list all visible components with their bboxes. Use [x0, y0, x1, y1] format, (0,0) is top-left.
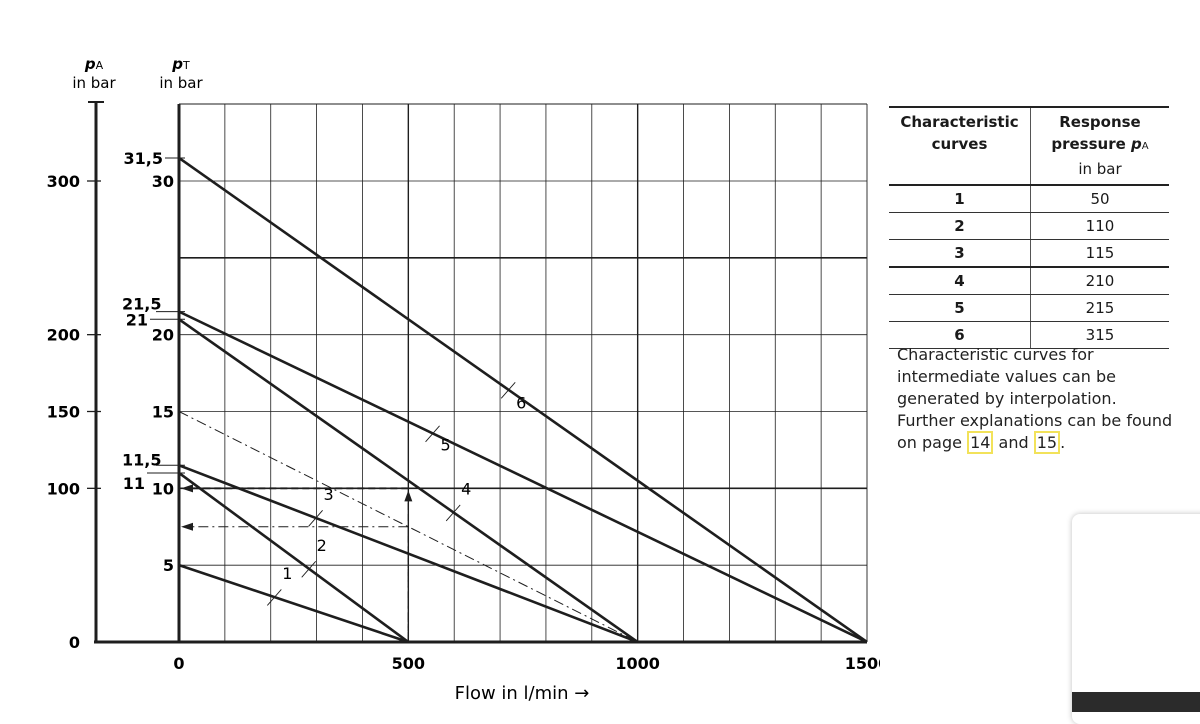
- pt-extra-tick-label: 11: [123, 474, 145, 493]
- legend-row: 6 315: [889, 321, 1169, 349]
- reading-arrowhead-up: [404, 490, 413, 502]
- legend-header-unit: in bar: [1078, 160, 1122, 178]
- legend-header-pressure: Response pressure pA in bar: [1030, 106, 1169, 186]
- legend-header-response: Response: [1059, 113, 1141, 131]
- curve-label-6: 6: [516, 393, 526, 412]
- legend-curve: 5: [889, 294, 1031, 322]
- interpolation-note: Characteristic curves for intermediate v…: [897, 344, 1177, 454]
- legend-pressure: 215: [1030, 294, 1169, 322]
- curve-label-leader: [425, 425, 440, 443]
- curve-label-leader: [500, 381, 516, 399]
- curve-label-leader: [266, 589, 282, 606]
- grid: [179, 103, 868, 642]
- legend-header-curves: Characteristic curves: [889, 106, 1031, 186]
- curve-label-4: 4: [461, 480, 471, 499]
- curve-4: [178, 318, 639, 644]
- pt-extra-tick-label: 21: [126, 310, 148, 329]
- x-tick-label: 1000: [615, 654, 660, 673]
- reading-arrowhead: [181, 522, 193, 531]
- axes: [88, 101, 867, 644]
- annotations: 1 2 3 4 5 6: [178, 381, 638, 643]
- example-curve: [178, 411, 638, 643]
- pa-tick-label: 200: [47, 326, 80, 345]
- pt-extra-tick-label: 21,5: [122, 295, 161, 314]
- legend-row: 1 50: [889, 185, 1169, 213]
- legend-curve: 4: [889, 267, 1031, 295]
- legend-row: 3 115: [889, 239, 1169, 268]
- overlay-panel: [1072, 514, 1200, 724]
- pt-tick-label: 15: [152, 403, 174, 422]
- legend-header-sub: A: [1141, 141, 1149, 152]
- curve-6: [178, 156, 868, 644]
- legend-row: 2 110: [889, 212, 1169, 240]
- legend-curve: 3: [889, 239, 1031, 268]
- legend-pressure: 115: [1030, 239, 1169, 268]
- curve-label-1: 1: [282, 564, 292, 583]
- pa-axis-unit: in bar: [72, 74, 116, 92]
- overlay-taskbar: [1072, 692, 1200, 712]
- pt-tick-label: 10: [152, 479, 174, 498]
- pt-tick-label: 20: [152, 326, 174, 345]
- legend-pressure: 210: [1030, 267, 1169, 295]
- pt-tick-label: 30: [152, 172, 174, 191]
- pa-tick-label: 150: [47, 403, 80, 422]
- pa-axis-title: pA: [84, 55, 104, 73]
- curve-label-leader: [308, 510, 323, 527]
- pt-tick-label: 5: [163, 556, 174, 575]
- pt-axis-title: pT: [171, 55, 190, 73]
- x-tick-label: 0: [173, 654, 184, 673]
- legend-pressure: 110: [1030, 212, 1169, 240]
- curve-5: [178, 310, 868, 644]
- curve-label-leader: [445, 504, 461, 522]
- legend-header-pressure-word: pressure: [1051, 135, 1132, 153]
- legend-curve: 2: [889, 212, 1031, 240]
- pa-tick-label: 300: [47, 172, 80, 191]
- pa-tick-label: 100: [47, 479, 80, 498]
- curve-label-5: 5: [440, 435, 450, 454]
- curve-1: [178, 563, 409, 644]
- curve-2: [178, 471, 410, 644]
- legend-header-p: p: [1131, 135, 1142, 153]
- x-axis-label: Flow in l/min →: [455, 683, 590, 704]
- note-and: and: [993, 433, 1034, 452]
- curve-label-2: 2: [317, 536, 327, 555]
- x-tick-label: 1500: [845, 654, 880, 673]
- legend-row: 4 210: [889, 267, 1169, 295]
- legend-table: Characteristic curves Response pressure …: [889, 106, 1169, 349]
- pt-extra-tick-label: 11,5: [122, 450, 161, 469]
- page-link-15[interactable]: 15: [1033, 431, 1061, 454]
- page-link-14[interactable]: 14: [967, 431, 994, 454]
- note-text: Characteristic curves for intermediate v…: [897, 345, 1173, 452]
- legend-header-row: Characteristic curves Response pressure …: [889, 106, 1169, 186]
- legend-curve: 6: [889, 321, 1031, 349]
- x-tick-label: 500: [392, 654, 425, 673]
- legend-curve: 1: [889, 185, 1031, 213]
- pa-tick-label: 0: [69, 633, 80, 652]
- pt-axis-unit: in bar: [159, 74, 203, 92]
- pt-extra-tick-label: 31,5: [124, 149, 163, 168]
- note-end: .: [1060, 433, 1066, 452]
- legend-row: 5 215: [889, 294, 1169, 322]
- curve-label-leader: [301, 561, 317, 578]
- legend-pressure: 50: [1030, 185, 1169, 213]
- reading-arrowhead: [181, 484, 193, 493]
- legend-pressure: 315: [1030, 321, 1169, 349]
- curve-label-3: 3: [324, 485, 334, 504]
